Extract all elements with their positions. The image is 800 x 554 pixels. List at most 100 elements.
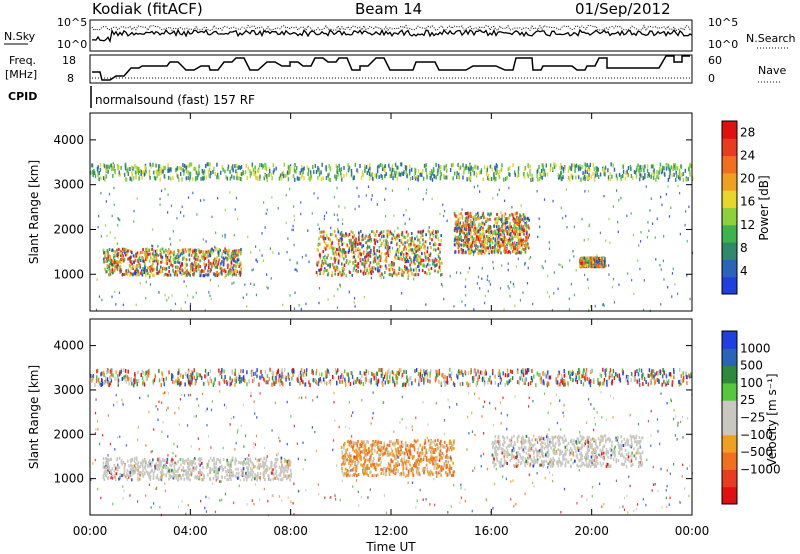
data-cell [522,242,524,246]
data-cell [403,369,405,374]
data-cell [490,177,493,182]
data-cell [483,301,486,305]
data-cell [231,282,233,285]
data-cell [164,267,166,271]
data-cell [227,250,230,254]
data-cell [198,169,200,174]
data-cell [131,170,133,175]
data-cell [680,164,683,169]
data-cell [511,376,514,381]
data-cell [244,283,246,286]
data-cell [109,259,112,263]
data-cell [567,168,570,173]
data-cell [468,266,471,270]
data-cell [583,238,585,242]
data-cell [114,236,116,240]
data-cell [153,175,156,180]
data-cell [542,266,544,270]
data-cell [334,250,337,254]
data-cell [328,172,330,177]
data-cell [462,175,464,180]
data-cell [378,262,380,266]
data-cell [180,251,183,255]
data-cell [560,379,562,384]
data-cell [144,263,146,267]
data-cell [248,379,250,384]
data-cell [318,286,321,290]
data-cell [354,246,357,250]
data-cell [413,260,416,264]
data-cell [677,184,679,188]
data-cell [222,262,225,266]
data-cell [295,169,297,174]
data-cell [298,304,300,307]
data-cell [117,217,119,220]
data-cell [137,260,140,264]
data-cell [502,238,505,242]
data-cell [189,248,191,252]
data-cell [110,368,113,373]
data-cell [514,230,517,234]
data-cell [477,275,480,279]
data-cell [234,164,236,169]
data-cell [155,256,158,260]
data-cell [345,261,348,265]
data-cell [226,176,229,181]
data-cell [350,250,353,254]
data-cell [461,230,464,234]
data-cell [225,274,227,278]
data-cell [477,214,479,218]
data-cell [211,215,213,219]
data-cell [405,268,407,272]
data-cell [405,255,408,259]
data-cell [293,164,296,169]
data-cell [237,217,239,221]
data-cell [485,371,488,376]
data-cell [416,253,418,257]
data-cell [180,249,183,253]
data-cell [492,236,495,240]
data-cell [489,244,491,248]
data-cell [296,261,298,264]
data-cell [523,232,525,236]
data-cell [117,378,120,383]
data-cell [370,269,373,273]
data-cell [515,265,518,268]
data-cell [366,254,368,258]
data-cell [268,376,271,381]
data-cell [161,255,164,259]
data-cell [466,239,469,243]
data-cell [407,277,409,280]
data-cell [455,222,457,226]
data-cell [359,259,362,263]
data-cell [519,240,521,244]
data-cell [187,196,190,199]
data-cell [587,286,590,290]
data-cell [142,170,144,175]
data-cell [487,238,489,242]
data-cell [325,374,327,379]
data-cell [202,170,204,175]
data-cell [165,257,168,261]
data-cell [480,216,483,220]
data-cell [462,163,464,168]
data-cell [588,377,590,382]
data-cell [501,163,503,168]
data-cell [509,165,511,170]
data-cell [350,240,352,244]
data-cell [106,266,109,270]
data-cell [520,239,522,243]
data-cell [494,239,497,243]
data-cell [476,282,478,285]
data-cell [422,238,424,242]
data-cell [503,221,505,225]
data-cell [352,246,355,250]
data-cell [443,173,445,178]
data-cell [494,374,496,379]
data-cell [624,176,627,181]
data-cell [138,176,140,181]
data-cell [360,229,362,233]
data-cell [619,377,621,382]
data-cell [478,170,481,175]
